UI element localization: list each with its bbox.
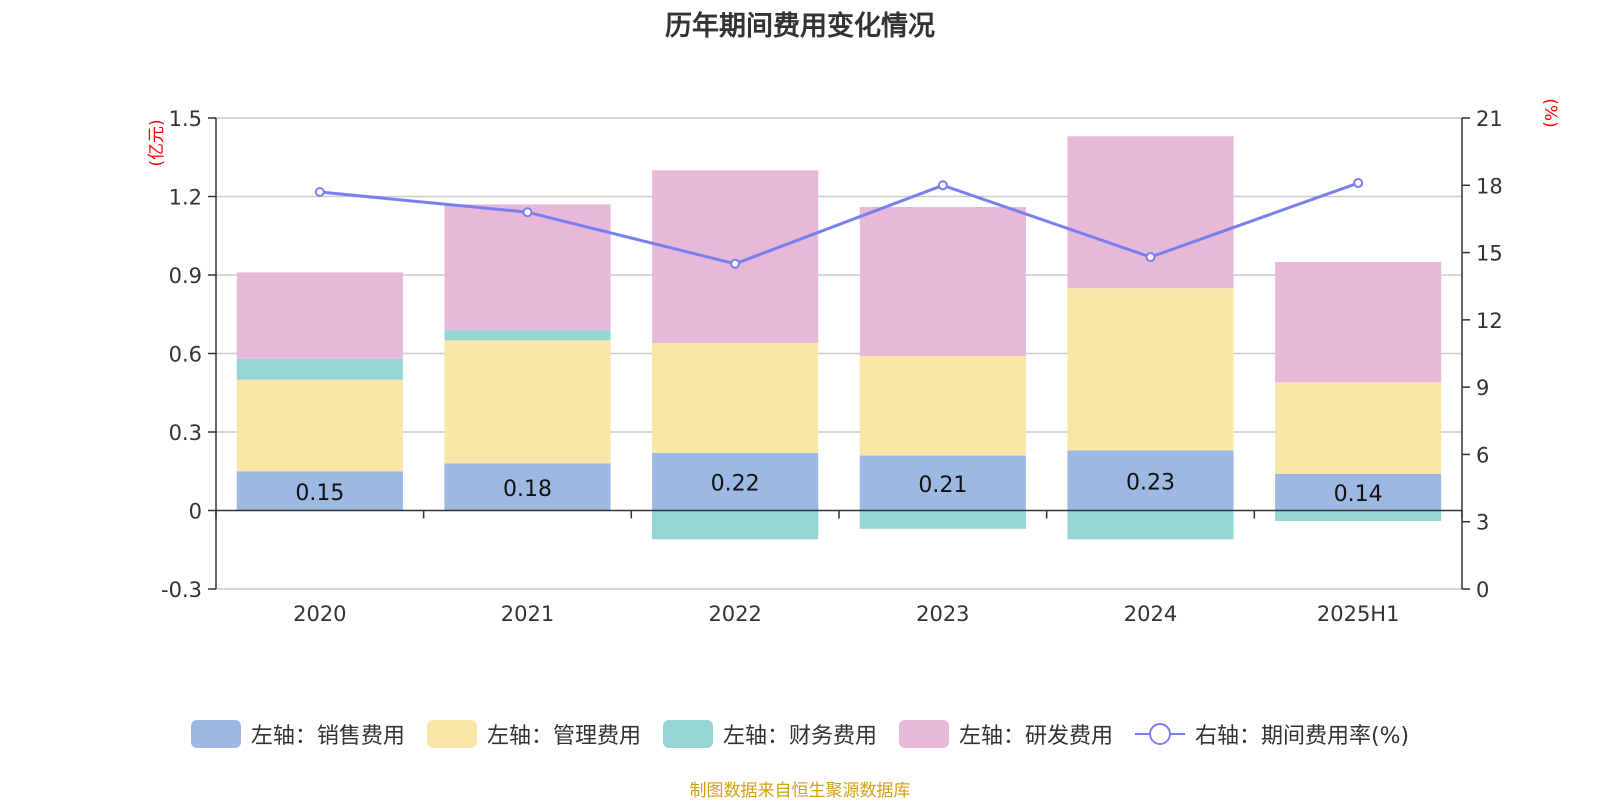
legend-swatch-sales [190, 720, 241, 748]
x-axis-tick-label: 2022 [708, 602, 761, 626]
bar-segment-s0-2024 [1067, 450, 1234, 511]
rate-line-group [314, 178, 1364, 269]
left-axis-tick-label: 1.5 [169, 107, 202, 131]
right-axis-unit-label: (%) [1540, 98, 1560, 127]
legend-swatch-admin [426, 720, 477, 748]
legend-swatch-finance [662, 720, 713, 748]
legend-label-sales: 左轴：销售费用 [250, 724, 405, 749]
bar-segment-s0-2020 [236, 471, 403, 511]
left-axis-tick-label: -0.3 [161, 578, 202, 602]
legend: 左轴：销售费用 左轴：管理费用 左轴：财务费用 左轴：研发费用 右轴：期间费用率… [0, 718, 1600, 750]
bar-segment-s2-2024 [1067, 510, 1234, 540]
bar-segment-s0-2022 [652, 452, 819, 511]
rate-point-2020 [314, 187, 325, 198]
rate-point-2021 [522, 207, 533, 218]
right-axis-tick-label: 0 [1476, 578, 1489, 602]
rate-point-2023 [937, 180, 948, 191]
rate-point-2025H1 [1353, 178, 1364, 189]
rate-line [319, 181, 1359, 266]
bar-segment-s2-2023 [859, 510, 1026, 529]
right-axis-tick-label: 15 [1476, 242, 1503, 266]
bar-segment-s1-2021 [444, 340, 611, 464]
data-label-2021: 0.18 [503, 477, 552, 502]
right-axis-tick-label: 3 [1476, 511, 1489, 535]
left-axis-tick-label: 0.6 [169, 343, 202, 367]
right-axis-tick-label: 12 [1476, 309, 1503, 333]
data-label-2022: 0.22 [711, 472, 760, 497]
legend-swatch-rnd [898, 720, 949, 748]
bar-segment-s2-2020 [236, 358, 403, 380]
bar-segment-s3-2020 [236, 272, 403, 359]
x-axis-tick-label: 2025H1 [1317, 602, 1400, 626]
bar-segment-s3-2021 [444, 204, 611, 330]
right-axis-tick-label: 9 [1476, 376, 1489, 400]
data-label-2023: 0.21 [918, 473, 967, 498]
axes: -0.3 0 0.3 0.6 0.9 1.2 1.5(亿元) 0 3 6 9 12 15 18 21 (%) 2… [147, 98, 1560, 626]
legend-item-rnd[interactable]: 左轴：研发费用 [898, 718, 1113, 750]
right-axis-tick-label: 21 [1476, 107, 1503, 131]
legend-item-finance[interactable]: 左轴：财务费用 [662, 718, 877, 750]
legend-label-rnd: 左轴：研发费用 [958, 724, 1113, 749]
bar-segment-s1-2022 [652, 343, 819, 453]
legend-line-symbol-icon [1134, 720, 1185, 748]
bar-segment-s3-2022 [652, 170, 819, 344]
bar-segment-s3-2024 [1067, 136, 1234, 289]
bar-segment-s3-2025H1 [1275, 261, 1442, 383]
bar-segment-s0-2025H1 [1275, 473, 1442, 511]
source-note: 制图数据来自恒生聚源数据库 [689, 781, 911, 801]
left-axis-tick-label: 0 [189, 500, 202, 524]
legend-item-rate[interactable]: 右轴：期间费用率(%) [1134, 718, 1410, 750]
left-axis-unit-label: (亿元) [147, 119, 167, 166]
x-axis-tick-label: 2021 [501, 602, 554, 626]
bar-segment-s2-2022 [652, 510, 819, 540]
data-label-2020: 0.15 [295, 481, 344, 506]
bar-segment-s3-2023 [859, 206, 1026, 357]
right-axis-tick-label: 6 [1476, 443, 1489, 467]
rate-point-2022 [730, 258, 741, 269]
chart-title: 历年期间费用变化情况 [665, 11, 935, 42]
legend-label-finance: 左轴：财务费用 [722, 724, 877, 749]
bar-segment-s1-2020 [236, 379, 403, 472]
bar-segment-s1-2025H1 [1275, 382, 1442, 474]
bar-segment-s0-2023 [859, 455, 1026, 511]
bar-segment-s2-2021 [444, 329, 611, 341]
legend-item-admin[interactable]: 左轴：管理费用 [426, 718, 641, 750]
bar-segment-s1-2024 [1067, 288, 1234, 451]
legend-label-admin: 左轴：管理费用 [486, 724, 641, 749]
legend-item-sales[interactable]: 左轴：销售费用 [190, 718, 405, 750]
legend-label-rate: 右轴：期间费用率(%) [1194, 724, 1410, 749]
data-label-group: 0.15 0.18 0.22 0.21 0.23 0.14 [295, 470, 1382, 507]
data-label-2024: 0.23 [1126, 470, 1175, 495]
left-axis-tick-label: 0.3 [169, 421, 202, 445]
x-axis-tick-label: 2020 [293, 602, 346, 626]
grid-lines [216, 117, 1462, 590]
rate-point-2024 [1145, 252, 1156, 263]
bar-segment-s1-2023 [859, 356, 1026, 456]
bar-segment-s0-2021 [444, 463, 611, 511]
bar-group [236, 136, 1442, 540]
x-axis-tick-label: 2023 [916, 602, 969, 626]
right-axis-tick-label: 18 [1476, 174, 1503, 198]
data-label-2025H1: 0.14 [1334, 482, 1383, 507]
x-axis-tick-label: 2024 [1124, 602, 1177, 626]
bar-segment-s2-2025H1 [1275, 510, 1442, 521]
left-axis-tick-label: 1.2 [169, 186, 202, 210]
left-axis-tick-label: 0.9 [169, 264, 202, 288]
